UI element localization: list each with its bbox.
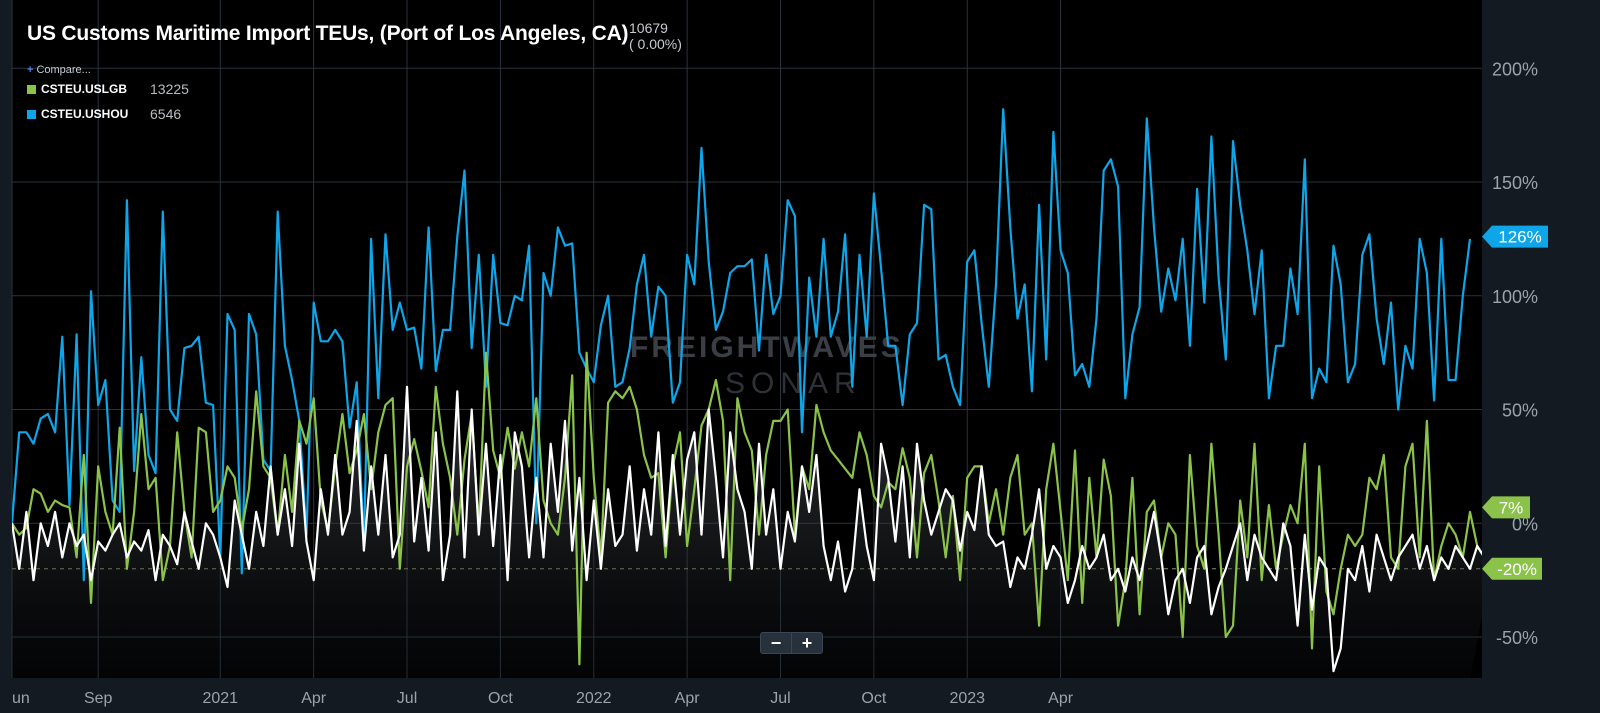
chart-title-wrap: US Customs Maritime Import TEUs, (Port o… [27, 22, 629, 46]
legend-value: 6546 [150, 106, 182, 122]
end-labels: 126% 7% -20% [1482, 225, 1548, 580]
zoom-out-button[interactable]: − [770, 633, 782, 653]
legend-code: CSTEU.USHOU [41, 107, 129, 121]
x-tick-label: Sep [84, 690, 113, 707]
series-line-ushou [12, 108, 1472, 582]
x-tick-label: Apr [1048, 690, 1074, 707]
current-value: 10679 ( 0.00%) [629, 20, 682, 52]
legend-item-ushou[interactable]: CSTEU.USHOU 6546 [27, 106, 181, 122]
end-label-text: 7% [1499, 498, 1524, 517]
x-tick-label: 2021 [202, 690, 238, 707]
y-tick-label: 50% [1502, 401, 1538, 421]
y-tick-label: 100% [1492, 287, 1538, 307]
y-tick-label: 200% [1492, 59, 1538, 79]
x-tick-label: un [12, 690, 30, 707]
end-label-text: -20% [1497, 560, 1537, 579]
x-axis: un Sep 2021 Apr Jul Oct 2022 Apr Jul Oct 2023 Apr [12, 690, 1074, 707]
x-tick-label: Apr [675, 690, 701, 707]
end-label-shape [1482, 225, 1548, 248]
series-line-port-of-los-angeles [12, 385, 1482, 673]
x-tick-label: Jul [397, 690, 417, 707]
legend-swatch-ushou [27, 109, 36, 119]
legend-code: CSTEU.USLGB [41, 82, 128, 96]
legend-swatch-uslgb [27, 84, 36, 94]
end-label-tag: -20% [1482, 557, 1542, 580]
watermark: FREIGHTWAVES SONAR [630, 331, 904, 400]
end-label-text: 126% [1498, 228, 1541, 247]
plus-icon: + [27, 64, 34, 76]
watermark-line2: SONAR [725, 367, 862, 400]
y-tick-label: 150% [1492, 173, 1538, 193]
x-tick-label: Jul [770, 690, 790, 707]
x-tick-label: Oct [861, 690, 886, 707]
end-label-tag: 7% [1482, 496, 1530, 519]
watermark-line1: FREIGHTWAVES [630, 331, 904, 364]
end-label-shape [1482, 557, 1542, 580]
y-tick-label: 0% [1512, 514, 1538, 534]
end-label-tag: 126% [1482, 225, 1548, 248]
current-value-change: ( 0.00%) [629, 36, 682, 52]
compare-button[interactable]: + Compare... [27, 64, 91, 76]
x-tick-label: 2023 [949, 690, 985, 707]
compare-label: Compare... [36, 64, 91, 76]
x-tick-label: Oct [488, 690, 513, 707]
y-tick-label: -50% [1496, 628, 1538, 648]
legend-item-uslgb[interactable]: CSTEU.USLGB 13225 [27, 81, 189, 97]
chart-title: US Customs Maritime Import TEUs, (Port o… [27, 22, 629, 45]
y-axis: 200% 150% 100% 50% 0% -50% [1492, 59, 1538, 648]
x-tick-label: Apr [301, 690, 327, 707]
x-tick-label: 2022 [576, 690, 612, 707]
zoom-controls: − + [760, 632, 823, 654]
series-layer [12, 108, 1482, 678]
zoom-in-button[interactable]: + [791, 633, 822, 653]
legend-value: 13225 [150, 81, 189, 97]
end-label-shape [1482, 496, 1530, 519]
current-value-number: 10679 [629, 20, 668, 36]
